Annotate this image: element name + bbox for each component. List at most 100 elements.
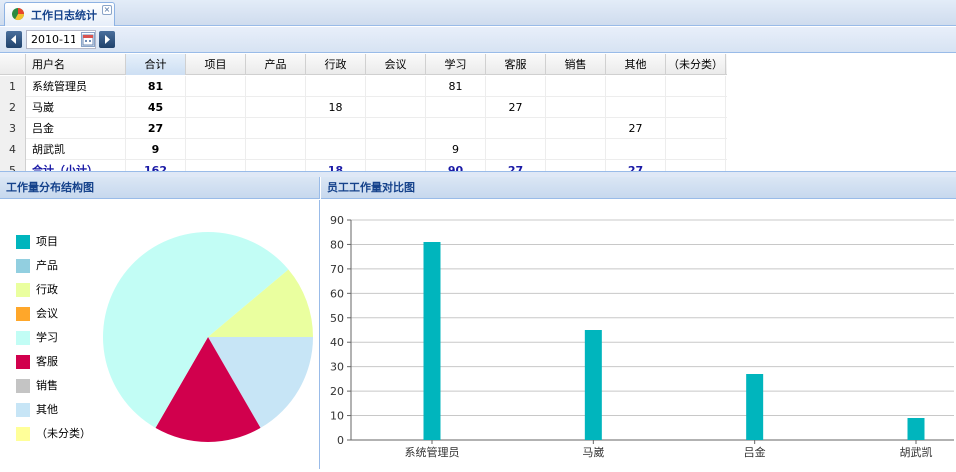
table-cell (606, 139, 666, 160)
table-cell: 9 (426, 139, 486, 160)
pie-slice[interactable] (155, 337, 261, 442)
table-cell (486, 139, 546, 160)
table-row[interactable]: 2 马崴 45 18 27 (0, 97, 727, 118)
next-month-button[interactable] (99, 31, 115, 48)
legend-label: （未分类） (36, 427, 91, 440)
legend-label: 行政 (36, 283, 58, 296)
calendar-icon[interactable] (81, 32, 95, 47)
pie-chart (103, 232, 313, 442)
column-header[interactable]: 其他 (606, 54, 666, 75)
legend-label: 项目 (36, 235, 58, 248)
column-header[interactable]: 合计 (126, 54, 186, 75)
table-row[interactable]: 4 胡武凯 9 9 (0, 139, 727, 160)
legend-swatch (16, 355, 30, 369)
column-header[interactable]: 客服 (486, 54, 546, 75)
column-header[interactable]: 销售 (546, 54, 606, 75)
pie-panel-title: 工作量分布结构图 (0, 177, 320, 199)
table-cell (666, 76, 726, 97)
column-header[interactable]: 用户名 (26, 54, 126, 75)
table-cell (306, 118, 366, 139)
column-header[interactable]: 行政 (306, 54, 366, 75)
table-cell (666, 139, 726, 160)
x-tick-label: 胡武凯 (900, 445, 933, 459)
table-cell: 27 (126, 118, 186, 139)
close-icon[interactable]: × (102, 5, 112, 15)
column-header[interactable]: （未分类） (666, 54, 726, 75)
table-cell (186, 118, 246, 139)
table-cell (186, 160, 246, 171)
month-picker[interactable] (26, 30, 96, 49)
table-cell: 18 (306, 160, 366, 171)
prev-month-button[interactable] (6, 31, 22, 48)
x-tick-label: 系统管理员 (405, 445, 460, 459)
pie-slice[interactable] (103, 232, 289, 428)
row-number: 2 (0, 97, 26, 118)
table-cell (186, 76, 246, 97)
column-header[interactable]: 学习 (426, 54, 486, 75)
legend-swatch (16, 259, 30, 273)
legend-label: 客服 (36, 355, 58, 368)
tab-work-log-stats[interactable]: 工作日志统计 × (4, 2, 115, 26)
table-cell: 马崴 (26, 97, 126, 118)
table-cell (306, 139, 366, 160)
column-header[interactable]: 项目 (186, 54, 246, 75)
y-tick-label: 0 (337, 434, 344, 447)
table-cell (246, 160, 306, 171)
table-cell (366, 118, 426, 139)
y-tick-label: 10 (330, 410, 344, 423)
panel-splitter[interactable] (0, 171, 956, 177)
pie-chart-icon (11, 7, 25, 21)
pie-panel: 项目 产品 行政 会议 学习 客服 销售 其他 （未分类） (0, 200, 320, 469)
row-number: 4 (0, 139, 26, 160)
bar-panel-title: 员工工作量对比图 (321, 177, 956, 199)
x-tick-label: 吕金 (744, 445, 766, 459)
table-cell (546, 139, 606, 160)
legend-swatch (16, 427, 30, 441)
legend-label: 其他 (36, 403, 58, 416)
tab-title: 工作日志统计 (31, 9, 97, 22)
arrow-right-icon (105, 35, 110, 44)
table-cell: 45 (126, 97, 186, 118)
table-row[interactable]: 3 吕金 27 27 (0, 118, 727, 139)
row-number: 1 (0, 76, 26, 97)
bar[interactable] (423, 242, 441, 440)
table-cell (486, 76, 546, 97)
month-input[interactable] (29, 32, 77, 47)
table-row[interactable]: 1 系统管理员 81 81 (0, 76, 727, 97)
legend-swatch (16, 403, 30, 417)
table-cell (186, 139, 246, 160)
legend-swatch (16, 331, 30, 345)
table-cell (426, 97, 486, 118)
bar[interactable] (584, 330, 602, 440)
bar[interactable] (746, 374, 764, 440)
table-cell (366, 97, 426, 118)
table-cell: 27 (606, 118, 666, 139)
table-cell (546, 160, 606, 171)
bar-panel: 0 10 20 30 40 50 60 70 80 90 系统管理员 马崴 吕金 胡武凯 (321, 200, 956, 469)
table-cell: 系统管理员 (26, 76, 126, 97)
y-tick-label: 40 (330, 336, 344, 349)
table-cell: 27 (486, 160, 546, 171)
table-cell (606, 76, 666, 97)
y-tick-label: 60 (330, 287, 344, 300)
row-number: 5 (0, 160, 26, 171)
table-cell (366, 76, 426, 97)
table-cell (306, 76, 366, 97)
row-number-header (0, 54, 26, 75)
column-header[interactable]: 会议 (366, 54, 426, 75)
legend-swatch (16, 307, 30, 321)
y-tick-label: 90 (330, 214, 344, 227)
grid-header: 用户名 合计 项目 产品 行政 会议 学习 客服 销售 其他 （未分类） (0, 54, 727, 75)
table-cell: 合计（小计） (26, 160, 126, 171)
table-cell (486, 118, 546, 139)
table-cell (366, 160, 426, 171)
summary-row[interactable]: 5 合计（小计） 162 18 90 27 27 (0, 160, 727, 171)
toolbar (0, 27, 956, 53)
table-cell (546, 76, 606, 97)
bar[interactable] (907, 418, 925, 440)
column-header[interactable]: 产品 (246, 54, 306, 75)
legend-label: 学习 (36, 331, 58, 344)
pie-slice[interactable] (208, 269, 313, 337)
pie-slice[interactable] (208, 337, 313, 428)
y-tick-label: 50 (330, 312, 344, 325)
